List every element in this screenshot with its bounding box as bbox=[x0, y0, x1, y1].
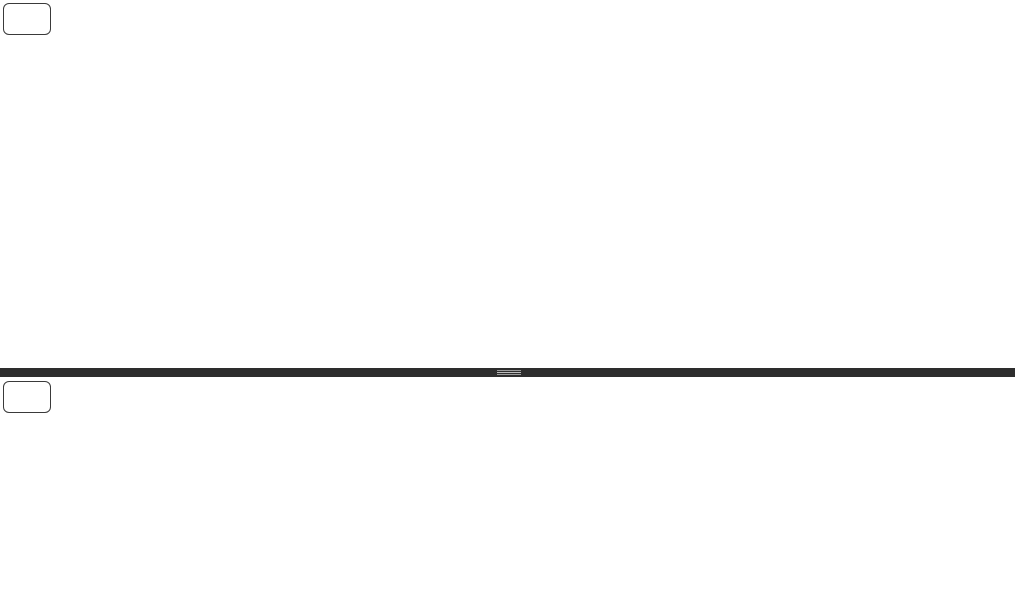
top-legend[interactable] bbox=[3, 3, 51, 35]
legend-row-net-asset-value bbox=[10, 6, 42, 18]
legend-row-fund-percent-premium bbox=[10, 384, 42, 396]
legend-row-last-price bbox=[10, 18, 42, 30]
net-asset-value-swatch-icon bbox=[10, 6, 22, 18]
panel-resize-grip[interactable] bbox=[497, 370, 521, 375]
premium-average-swatch-icon bbox=[10, 396, 22, 408]
legend-row-premium-average bbox=[10, 396, 42, 408]
last-price-swatch-icon bbox=[10, 18, 22, 30]
bottom-legend[interactable] bbox=[3, 381, 51, 413]
panel-divider bbox=[0, 368, 1015, 377]
fund-percent-premium-swatch-icon bbox=[10, 384, 22, 396]
